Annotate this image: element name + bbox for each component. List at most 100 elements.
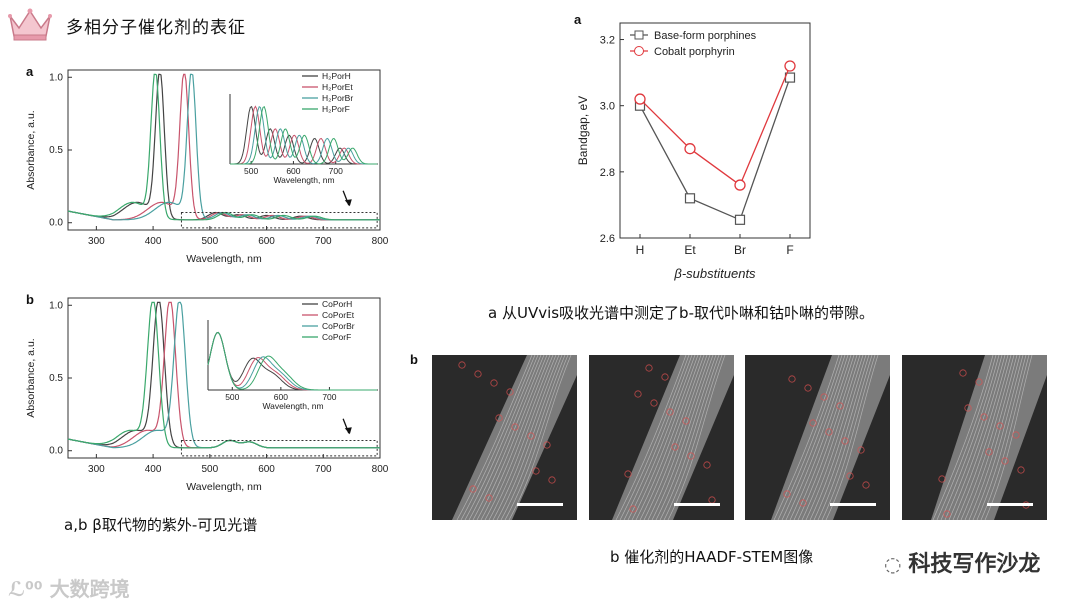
- fiber-line: [813, 355, 870, 520]
- scale-bar: [674, 503, 720, 506]
- fiber-line: [956, 355, 1012, 520]
- x-tick-label: 600: [258, 236, 275, 247]
- inset-x-tick-label: 600: [274, 392, 288, 402]
- legend-label: H₂PorEt: [322, 82, 353, 92]
- fiber-line: [976, 355, 1027, 520]
- fiber-line: [647, 355, 711, 520]
- legend-label: H₂PorBr: [322, 93, 353, 103]
- fiber-line: [663, 355, 723, 520]
- particle-marker: [506, 388, 514, 396]
- x-tick-label: 300: [88, 464, 105, 475]
- fiber-line: [805, 355, 864, 520]
- particle-marker: [857, 446, 865, 454]
- x-tick-label: 300: [88, 236, 105, 247]
- y-tick-label: 3.0: [600, 101, 615, 113]
- x-tick-label: 800: [372, 236, 389, 247]
- fiber-line: [488, 355, 557, 520]
- inset-x-tick-label: 700: [322, 392, 336, 402]
- inset-series-line: [207, 331, 377, 391]
- fiber-line: [821, 355, 876, 520]
- fiber-line: [655, 355, 717, 520]
- watermark-right-text: 科技写作沙龙: [908, 552, 1041, 577]
- series-line-H₂PorF: [67, 73, 380, 221]
- slide-title: 多相分子催化剂的表征: [66, 18, 246, 38]
- y-axis-label: Absorbance, a.u.: [25, 338, 37, 417]
- particle-marker: [975, 378, 983, 386]
- scale-bar: [987, 503, 1033, 506]
- fiber-line: [651, 355, 714, 520]
- fiber-line: [615, 355, 687, 520]
- particle-marker: [809, 419, 817, 427]
- panel-letter-b-left: b: [26, 292, 34, 307]
- inset-series-line: [207, 331, 377, 391]
- zoom-arrowhead: [344, 427, 352, 435]
- x-tick-label: H: [636, 243, 645, 257]
- y-tick-label: 2.6: [600, 233, 615, 245]
- data-point-circle: [634, 93, 646, 105]
- particle-marker: [836, 402, 844, 410]
- particle-marker: [783, 490, 791, 498]
- legend-label: H₂PorH: [322, 71, 351, 81]
- legend-marker-circle: [634, 46, 644, 56]
- legend-marker-square: [634, 30, 644, 40]
- y-tick-label: 0.5: [49, 145, 63, 156]
- panel-letter-a-right: a: [574, 12, 582, 27]
- particle-marker: [634, 390, 642, 398]
- fiber-line: [797, 355, 858, 520]
- fiber-line: [968, 355, 1021, 520]
- plot-frame: [619, 22, 811, 239]
- x-axis-label: Wavelength, nm: [186, 481, 262, 493]
- fiber-line: [944, 355, 1003, 520]
- particle-marker: [1017, 466, 1025, 474]
- x-tick-label: 500: [201, 236, 218, 247]
- particle-marker: [682, 417, 690, 425]
- panel-letter-a-left: a: [26, 64, 34, 79]
- particle-marker: [964, 404, 972, 412]
- bandgap-chart: 2.6 2.8 3.0 3.2 H Et Br Fβ-substituents Bandgap,…: [576, 22, 811, 281]
- fiber-line: [484, 355, 554, 520]
- x-tick-label: 500: [201, 464, 218, 475]
- inset-x-axis-label: Wavelength, nm: [262, 401, 323, 411]
- panel-letter-b-right: b: [410, 352, 418, 367]
- series-line-square: [639, 77, 791, 221]
- fiber-line: [825, 355, 879, 520]
- y-tick-label: 1.0: [49, 300, 63, 311]
- fiber-line: [932, 355, 994, 520]
- fiber-line: [952, 355, 1009, 520]
- fiber-line: [960, 355, 1015, 520]
- fiber-line: [492, 355, 560, 520]
- particle-marker: [495, 414, 503, 422]
- stem-image: [589, 355, 734, 520]
- legend-label: CoPorEt: [322, 310, 355, 320]
- particle-marker: [527, 432, 535, 440]
- particle-marker: [650, 399, 658, 407]
- data-point-circle: [684, 143, 696, 155]
- fiber-line: [789, 355, 852, 520]
- stem-image-drawing: [771, 355, 890, 520]
- particle-marker: [645, 364, 653, 372]
- particle-marker: [666, 408, 674, 416]
- fiber-line: [777, 355, 843, 520]
- particle-marker: [985, 448, 993, 456]
- fiber-line: [980, 355, 1030, 520]
- particle-marker: [846, 472, 854, 480]
- particle-marker: [1001, 457, 1009, 465]
- stem-image: [745, 355, 890, 520]
- inset-series-line: [207, 331, 377, 391]
- watermark-right: ◌ 科技写作沙龙: [884, 546, 1040, 578]
- fiber-line: [643, 355, 708, 520]
- x-tick-label: 400: [145, 464, 162, 475]
- legend-label: CoPorF: [322, 332, 351, 342]
- caption-right-top: a 从UVvis吸收光谱中测定了b-取代卟啉和钴卟啉的带隙。: [488, 304, 874, 322]
- fiber-line: [504, 355, 569, 520]
- wechat-icon: ◌: [884, 552, 909, 576]
- particle-marker: [671, 443, 679, 451]
- crown-logo-icon: [8, 8, 52, 41]
- fiber-line: [773, 355, 840, 520]
- scale-bar: [830, 503, 876, 506]
- caption-left: a,b β取代物的紫外-可见光谱: [64, 516, 258, 534]
- particle-marker: [959, 369, 967, 377]
- watermark-left: ℒ⁰⁰ 大数跨境: [8, 573, 130, 602]
- legend-label: CoPorH: [322, 299, 352, 309]
- fiber-line: [785, 355, 849, 520]
